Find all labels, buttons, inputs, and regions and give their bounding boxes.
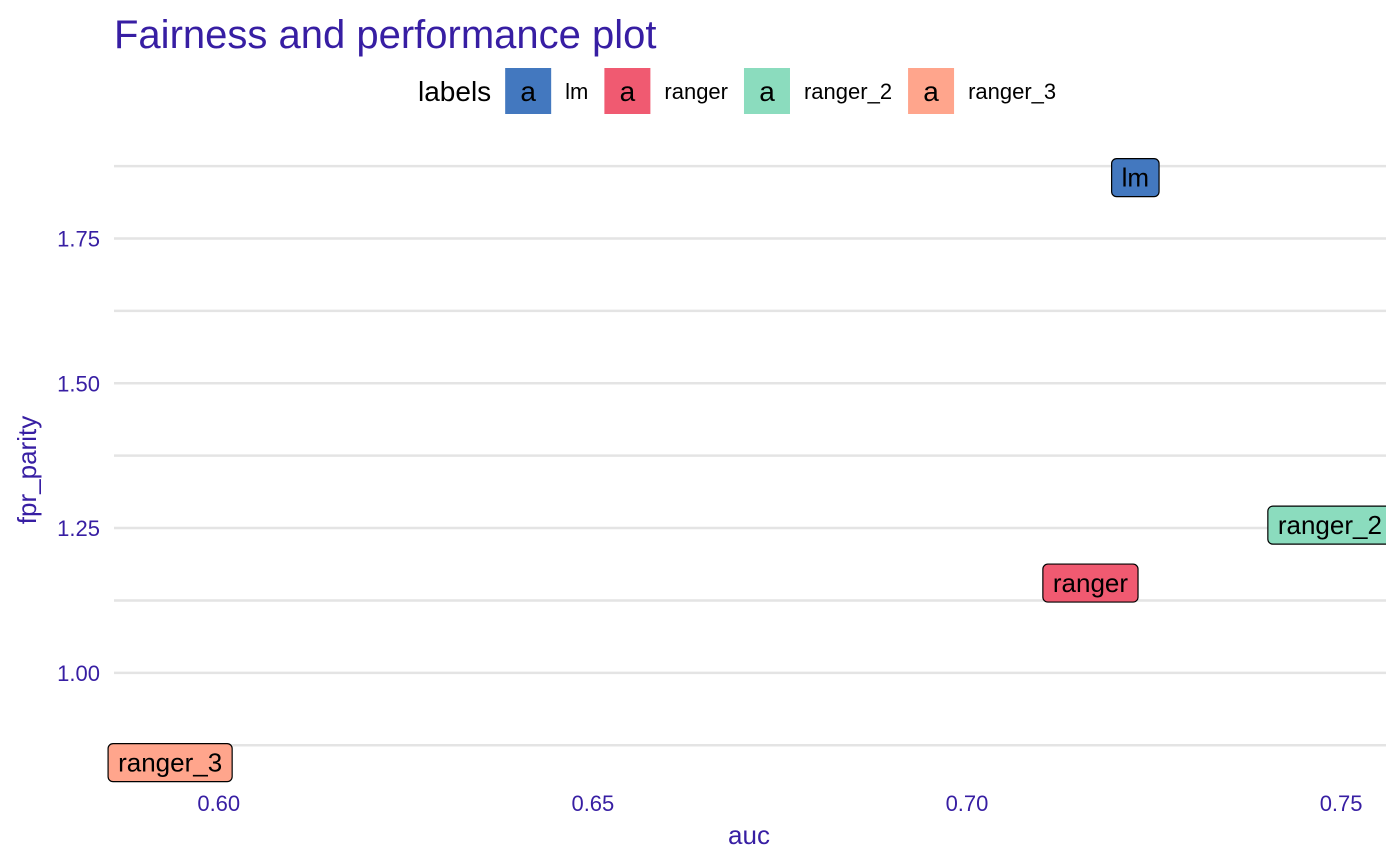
x-axis-ticks: 0.60 0.65 0.70 0.75 [197,791,1362,816]
legend-label: ranger_2 [804,79,892,104]
data-point-lm: lm [1111,158,1160,198]
legend-key-glyph: a [923,76,939,107]
data-point-ranger-2: ranger_2 [1267,505,1386,545]
legend-item: a ranger [604,68,728,114]
legend-title: labels [418,76,491,107]
x-tick-label: 0.60 [197,791,240,816]
x-tick-label: 0.70 [946,791,989,816]
legend-key-glyph: a [620,76,636,107]
data-point-ranger: ranger [1042,563,1139,603]
legend-key [743,68,790,114]
data-point-label: ranger_2 [1278,510,1382,540]
gridlines [114,164,1386,747]
data-point-label: ranger_3 [118,748,222,778]
y-tick-label: 1.50 [57,371,100,396]
legend-key [908,68,955,114]
legend-key [604,68,651,114]
data-point-label: ranger [1053,568,1128,598]
legend-label: lm [565,79,588,104]
data-point-label: lm [1122,163,1149,193]
legend-key-glyph: a [520,76,536,107]
data-point-box [1111,158,1160,198]
data-point-box [1042,563,1139,603]
y-axis-ticks: 1.00 1.25 1.50 1.75 [57,226,100,685]
y-tick-label: 1.00 [57,661,100,686]
x-axis-title: auc [728,820,770,850]
legend-key [505,68,552,114]
x-tick-label: 0.75 [1320,791,1363,816]
y-axis-title: fpr_parity [12,416,42,524]
data-points: lm ranger ranger_2 ranger_3 [107,158,1386,783]
legend-label: ranger_3 [968,79,1056,104]
legend-item: a ranger_2 [743,68,892,114]
x-tick-label: 0.65 [571,791,614,816]
legend-label: ranger [664,79,728,104]
data-point-box [107,743,233,783]
data-point-box [1267,505,1386,545]
y-tick-label: 1.25 [57,516,100,541]
legend-item: a lm [505,68,588,114]
y-tick-label: 1.75 [57,226,100,251]
legend-item: a ranger_3 [908,68,1056,114]
data-point-ranger-3: ranger_3 [107,743,233,783]
legend: labels a lm a ranger a ranger_2 a ranger_3 [418,68,1056,114]
legend-key-glyph: a [759,76,775,107]
chart-title: Fairness and performance plot [114,13,657,57]
